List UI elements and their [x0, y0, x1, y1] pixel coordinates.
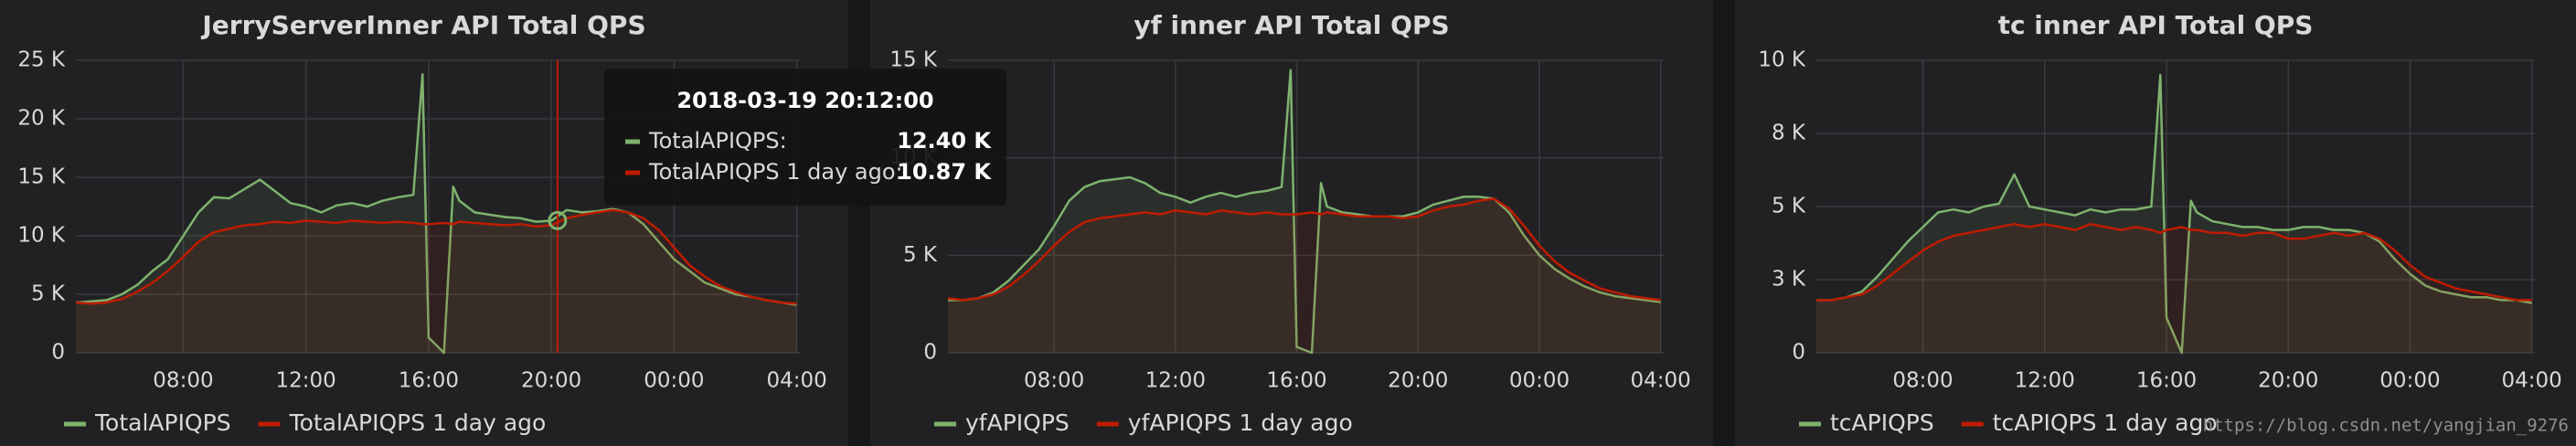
- y-tick-label: 10 K: [1758, 48, 1806, 72]
- x-tick-label: 12:00: [1145, 369, 1206, 393]
- legend-label: TotalAPIQPS: [94, 409, 231, 436]
- area-fill: [1816, 75, 2532, 353]
- y-tick-label: 10 K: [17, 224, 66, 248]
- x-tick-label: 08:00: [153, 369, 213, 393]
- y-tick-label: 5 K: [31, 282, 66, 306]
- area-fill: [948, 198, 1661, 353]
- x-tick-label: 04:00: [766, 369, 826, 393]
- x-tick-label: 00:00: [2379, 369, 2440, 393]
- panel-title: tc inner API Total QPS: [1998, 10, 2314, 40]
- panel: [1735, 0, 2576, 446]
- legend-label: TotalAPIQPS 1 day ago: [289, 409, 547, 436]
- panel-title: JerryServerInner API Total QPS: [200, 10, 645, 40]
- tooltip-name: TotalAPIQPS:: [648, 128, 787, 154]
- y-tick-label: 15 K: [889, 48, 938, 72]
- area-fill: [1816, 224, 2532, 353]
- series-line: [75, 73, 797, 355]
- x-tick-label: 16:00: [399, 369, 459, 393]
- legend-label: tcAPIQPS 1 day ago: [1993, 409, 2218, 436]
- series-line: [1816, 73, 2532, 355]
- series-line: [1816, 222, 2532, 302]
- hover-point: [548, 210, 568, 230]
- x-tick-label: 20:00: [1388, 369, 1448, 393]
- y-tick-label: 20 K: [17, 107, 66, 131]
- y-tick-label: 5 K: [903, 243, 938, 267]
- area-fill: [76, 209, 797, 353]
- tooltip-name: TotalAPIQPS 1 day ago:: [648, 159, 903, 185]
- x-tick-label: 20:00: [2258, 369, 2318, 393]
- tooltip-box: [604, 69, 1006, 206]
- x-tick-label: 08:00: [1024, 369, 1084, 393]
- legend-label: yfAPIQPS 1 day ago: [1128, 409, 1353, 436]
- area-fill: [948, 69, 1661, 353]
- series-line: [75, 208, 797, 305]
- x-tick-label: 12:00: [2015, 369, 2075, 393]
- y-tick-label: 15 K: [17, 165, 66, 189]
- y-tick-label: 0: [51, 341, 65, 365]
- x-tick-label: 16:00: [1266, 369, 1326, 393]
- y-tick-label: 0: [923, 341, 937, 365]
- series-line: [948, 69, 1661, 355]
- area-fill: [76, 74, 797, 354]
- legend-label: yfAPIQPS: [965, 409, 1070, 436]
- tooltip-time: 2018-03-19 20:12:00: [676, 88, 933, 113]
- x-tick-label: 00:00: [644, 369, 704, 393]
- x-tick-label: 12:00: [276, 369, 336, 393]
- watermark: https://blog.csdn.net/yangjian_9276: [2203, 416, 2569, 436]
- x-tick-label: 04:00: [1631, 369, 1691, 393]
- x-tick-label: 00:00: [1509, 369, 1570, 393]
- tooltip-value: 12.40 K: [897, 128, 992, 154]
- y-tick-label: 25 K: [17, 48, 66, 72]
- y-tick-label: 5 K: [1772, 195, 1806, 218]
- legend-label: tcAPIQPS: [1830, 409, 1934, 436]
- panel-title: yf inner API Total QPS: [1134, 10, 1449, 40]
- y-tick-label: 8 K: [1772, 122, 1806, 145]
- series-line: [947, 197, 1661, 302]
- tooltip-value: 10.87 K: [897, 159, 992, 185]
- x-tick-label: 04:00: [2502, 369, 2562, 393]
- y-tick-label: 0: [1792, 341, 1805, 365]
- x-tick-label: 20:00: [521, 369, 581, 393]
- y-tick-label: 3 K: [1772, 268, 1806, 292]
- x-tick-label: 08:00: [1892, 369, 1953, 393]
- x-tick-label: 16:00: [2136, 369, 2197, 393]
